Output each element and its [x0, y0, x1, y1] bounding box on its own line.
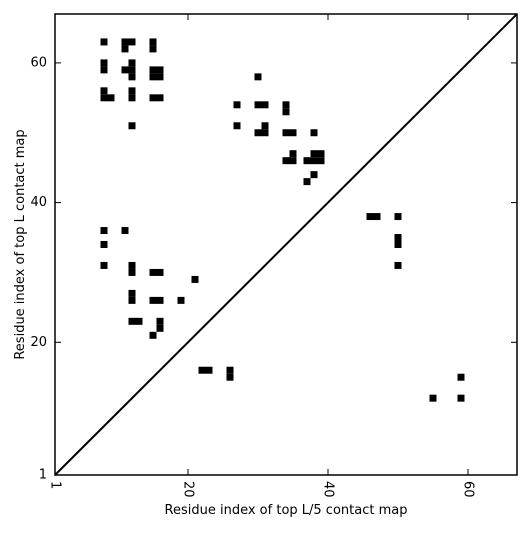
contact-cell-lower: [128, 268, 136, 276]
contact-cell-upper: [317, 150, 325, 158]
contact-cell-upper: [289, 129, 297, 137]
contact-cell-lower: [394, 261, 402, 269]
contact-cell-upper: [100, 59, 108, 67]
contact-cell-upper: [254, 73, 262, 81]
y-tick-label: 60: [30, 55, 47, 70]
contact-cell-upper: [303, 157, 311, 165]
contact-cell-upper: [282, 101, 290, 109]
contact-cell-lower: [394, 213, 402, 221]
contact-cell-upper: [128, 59, 136, 67]
contact-cell-upper: [121, 45, 129, 53]
contact-cell-lower: [198, 366, 206, 374]
contact-cell-lower: [100, 241, 108, 248]
contact-cell-upper: [310, 129, 318, 137]
y-axis-ticks: 1 20 40 60: [30, 55, 517, 483]
x-axis-label: Residue index of top L/5 contact map: [165, 503, 408, 518]
contact-cell-upper: [233, 101, 241, 109]
contact-cell-upper: [128, 87, 136, 95]
contact-cell-lower: [128, 317, 136, 325]
x-axis-ticks: 1 20 40 60: [48, 14, 476, 498]
y-axis-label: Residue index of top L contact map: [13, 129, 28, 359]
contact-cell-lower: [457, 394, 465, 402]
contact-cell-upper: [282, 157, 290, 165]
contact-cell-upper: [107, 94, 115, 102]
contact-cell-upper: [261, 101, 269, 109]
contact-cell-upper: [289, 157, 297, 165]
contact-cell-lower: [429, 394, 437, 402]
contact-cell-upper: [254, 101, 262, 109]
contact-cell-upper: [156, 94, 164, 102]
x-tick-label: 1: [48, 481, 63, 489]
contact-cell-upper: [100, 38, 108, 46]
contact-cell-lower: [177, 296, 185, 304]
contact-cell-lower: [149, 331, 157, 339]
contact-cell-upper: [156, 66, 164, 74]
contact-cell-lower: [100, 227, 108, 235]
contact-cell-upper: [233, 122, 241, 130]
contact-cell-lower: [156, 296, 164, 304]
contact-cell-lower: [226, 373, 234, 381]
contact-cell-lower: [191, 275, 199, 283]
contact-cell-upper: [128, 66, 136, 74]
contact-cell-lower: [128, 289, 136, 297]
x-tick-label: 20: [181, 481, 196, 498]
contact-cell-lower: [205, 366, 213, 374]
contact-cell-upper: [261, 129, 269, 137]
contact-cell-upper: [310, 157, 318, 165]
contact-cell-lower: [135, 317, 143, 325]
contact-cell-upper: [282, 129, 290, 137]
contact-cell-lower: [156, 268, 164, 276]
contact-cell-upper: [128, 122, 136, 130]
contact-cell-upper: [121, 38, 129, 46]
contact-cell-upper: [254, 129, 262, 137]
contact-cell-lower: [394, 241, 402, 248]
plot-frame: [54, 13, 518, 476]
contact-cell-upper: [317, 157, 325, 165]
contact-cell-lower: [156, 324, 164, 332]
x-tick-label: 40: [321, 481, 336, 498]
contact-cell-upper: [310, 150, 318, 158]
contact-cell-upper: [100, 87, 108, 95]
contact-cell-upper: [261, 122, 269, 130]
contact-cell-upper: [128, 73, 136, 81]
contact-cell-upper: [128, 94, 136, 102]
x-tick-label: 60: [461, 481, 476, 498]
contact-cell-upper: [149, 73, 157, 81]
contact-cell-lower: [128, 261, 136, 269]
upper-triangle-cells: [100, 38, 325, 186]
contact-cell-upper: [100, 66, 108, 74]
contact-cell-lower: [100, 261, 108, 269]
contact-cell-lower: [156, 317, 164, 325]
contact-cell-upper: [156, 73, 164, 81]
y-tick-label: 20: [30, 335, 47, 350]
contact-cell-lower: [121, 227, 129, 235]
contact-cell-upper: [149, 38, 157, 46]
contact-cell-lower: [373, 213, 381, 221]
contact-cell-upper: [310, 171, 318, 179]
y-tick-label: 40: [30, 195, 47, 210]
contact-cell-lower: [149, 296, 157, 304]
contact-cell-upper: [121, 66, 129, 74]
contact-cell-upper: [128, 38, 136, 46]
lower-triangle-cells: [100, 213, 465, 402]
y-tick-label: 1: [39, 468, 47, 483]
contact-cell-lower: [226, 366, 234, 374]
contact-cell-upper: [289, 150, 297, 158]
contact-cell-upper: [100, 94, 108, 102]
contact-cell-lower: [149, 268, 157, 276]
contact-cell-upper: [303, 178, 311, 186]
contact-cell-upper: [282, 108, 290, 116]
diagonal-line: [54, 13, 518, 476]
contact-cell-upper: [149, 94, 157, 102]
contact-cell-lower: [366, 213, 374, 221]
contact-cell-lower: [394, 234, 402, 241]
contact-cell-lower: [457, 373, 465, 381]
contact-cell-lower: [128, 296, 136, 304]
contact-cell-upper: [149, 45, 157, 53]
contact-cell-upper: [149, 66, 157, 74]
